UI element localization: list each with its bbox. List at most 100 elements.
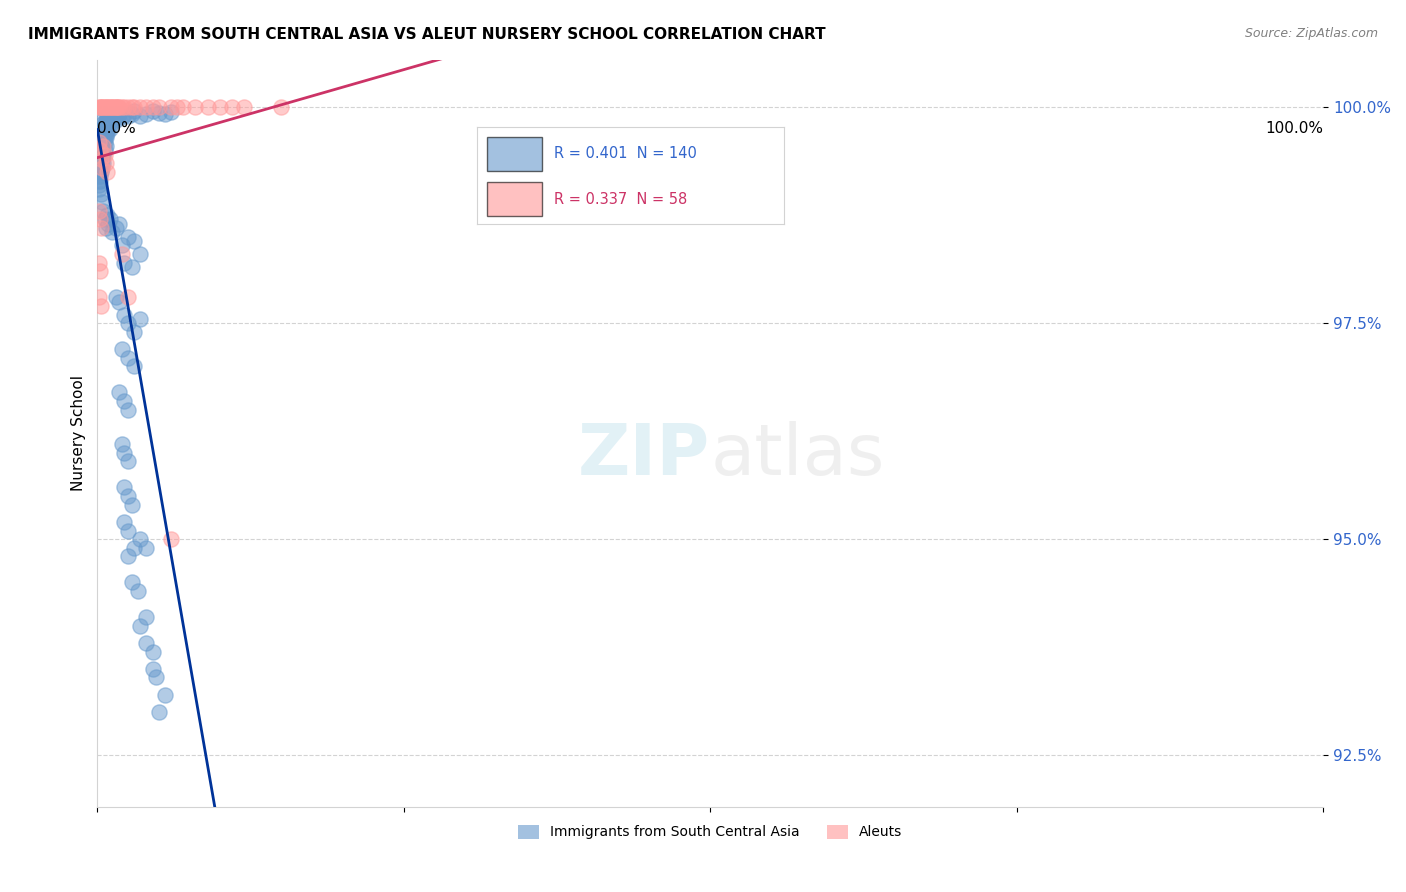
Aleuts (117, 100, 139, 114)
Immigrants from South Central Asia (129, 311, 152, 326)
Immigrants from South Central Asia (117, 524, 139, 538)
Aleuts (122, 100, 145, 114)
Immigrants from South Central Asia (96, 109, 118, 123)
Immigrants from South Central Asia (91, 135, 114, 149)
Immigrants from South Central Asia (122, 325, 145, 339)
Aleuts (93, 100, 115, 114)
Y-axis label: Nursery School: Nursery School (72, 376, 86, 491)
Immigrants from South Central Asia (98, 212, 121, 227)
Immigrants from South Central Asia (87, 161, 110, 175)
Immigrants from South Central Asia (96, 208, 118, 222)
Aleuts (93, 139, 115, 153)
Aleuts (111, 100, 134, 114)
Text: Source: ZipAtlas.com: Source: ZipAtlas.com (1244, 27, 1378, 40)
Aleuts (166, 100, 188, 114)
Immigrants from South Central Asia (104, 290, 127, 304)
Immigrants from South Central Asia (93, 117, 115, 131)
Aleuts (94, 100, 117, 114)
Aleuts (97, 100, 120, 114)
Immigrants from South Central Asia (129, 618, 152, 632)
Immigrants from South Central Asia (112, 255, 135, 269)
Legend: Immigrants from South Central Asia, Aleuts: Immigrants from South Central Asia, Aleu… (513, 819, 908, 845)
Immigrants from South Central Asia (117, 454, 139, 468)
Immigrants from South Central Asia (93, 135, 115, 149)
Aleuts (108, 100, 131, 114)
Immigrants from South Central Asia (97, 117, 120, 131)
Immigrants from South Central Asia (90, 156, 112, 170)
Immigrants from South Central Asia (89, 165, 111, 179)
Aleuts (111, 247, 134, 261)
Immigrants from South Central Asia (93, 130, 115, 145)
Immigrants from South Central Asia (127, 584, 149, 599)
Immigrants from South Central Asia (97, 113, 120, 128)
Aleuts (87, 290, 110, 304)
Immigrants from South Central Asia (117, 316, 139, 330)
Aleuts (90, 152, 112, 166)
Immigrants from South Central Asia (122, 359, 145, 374)
Aleuts (91, 100, 114, 114)
Immigrants from South Central Asia (91, 126, 114, 140)
Immigrants from South Central Asia (117, 109, 139, 123)
Immigrants from South Central Asia (93, 139, 115, 153)
Immigrants from South Central Asia (104, 113, 127, 128)
Immigrants from South Central Asia (94, 221, 117, 235)
Immigrants from South Central Asia (89, 139, 111, 153)
Immigrants from South Central Asia (148, 705, 170, 719)
Immigrants from South Central Asia (94, 139, 117, 153)
Aleuts (101, 100, 124, 114)
Aleuts (103, 100, 125, 114)
Immigrants from South Central Asia (112, 515, 135, 529)
Immigrants from South Central Asia (117, 351, 139, 365)
Immigrants from South Central Asia (94, 121, 117, 136)
Aleuts (135, 100, 157, 114)
Aleuts (233, 100, 256, 114)
Immigrants from South Central Asia (89, 135, 111, 149)
Immigrants from South Central Asia (122, 104, 145, 119)
Immigrants from South Central Asia (108, 385, 131, 400)
Immigrants from South Central Asia (101, 109, 124, 123)
Immigrants from South Central Asia (117, 489, 139, 503)
Immigrants from South Central Asia (129, 247, 152, 261)
Immigrants from South Central Asia (87, 165, 110, 179)
Aleuts (221, 100, 243, 114)
Immigrants from South Central Asia (111, 238, 134, 252)
Immigrants from South Central Asia (121, 575, 143, 590)
Text: ZIP: ZIP (578, 421, 710, 491)
Immigrants from South Central Asia (93, 156, 115, 170)
Immigrants from South Central Asia (98, 109, 121, 123)
Immigrants from South Central Asia (89, 144, 111, 158)
Aleuts (112, 100, 135, 114)
Immigrants from South Central Asia (87, 135, 110, 149)
Aleuts (107, 100, 129, 114)
Immigrants from South Central Asia (100, 117, 122, 131)
Immigrants from South Central Asia (91, 117, 114, 131)
Immigrants from South Central Asia (93, 113, 115, 128)
Immigrants from South Central Asia (111, 342, 134, 356)
Immigrants from South Central Asia (87, 178, 110, 192)
Immigrants from South Central Asia (112, 308, 135, 322)
Immigrants from South Central Asia (117, 549, 139, 564)
Immigrants from South Central Asia (135, 541, 157, 555)
Immigrants from South Central Asia (94, 113, 117, 128)
Immigrants from South Central Asia (148, 106, 170, 120)
Immigrants from South Central Asia (107, 111, 129, 125)
Immigrants from South Central Asia (101, 226, 124, 240)
Immigrants from South Central Asia (89, 147, 111, 161)
Immigrants from South Central Asia (100, 113, 122, 128)
Immigrants from South Central Asia (135, 636, 157, 650)
Immigrants from South Central Asia (108, 294, 131, 309)
Immigrants from South Central Asia (101, 113, 124, 128)
Aleuts (90, 299, 112, 313)
Immigrants from South Central Asia (90, 130, 112, 145)
Immigrants from South Central Asia (87, 173, 110, 187)
Immigrants from South Central Asia (117, 229, 139, 244)
Immigrants from South Central Asia (87, 169, 110, 184)
Text: atlas: atlas (710, 421, 884, 491)
Immigrants from South Central Asia (93, 144, 115, 158)
Immigrants from South Central Asia (145, 670, 167, 684)
Immigrants from South Central Asia (108, 107, 131, 121)
Aleuts (91, 161, 114, 175)
Text: IMMIGRANTS FROM SOUTH CENTRAL ASIA VS ALEUT NURSERY SCHOOL CORRELATION CHART: IMMIGRANTS FROM SOUTH CENTRAL ASIA VS AL… (28, 27, 825, 42)
Immigrants from South Central Asia (91, 152, 114, 166)
Immigrants from South Central Asia (103, 109, 125, 123)
